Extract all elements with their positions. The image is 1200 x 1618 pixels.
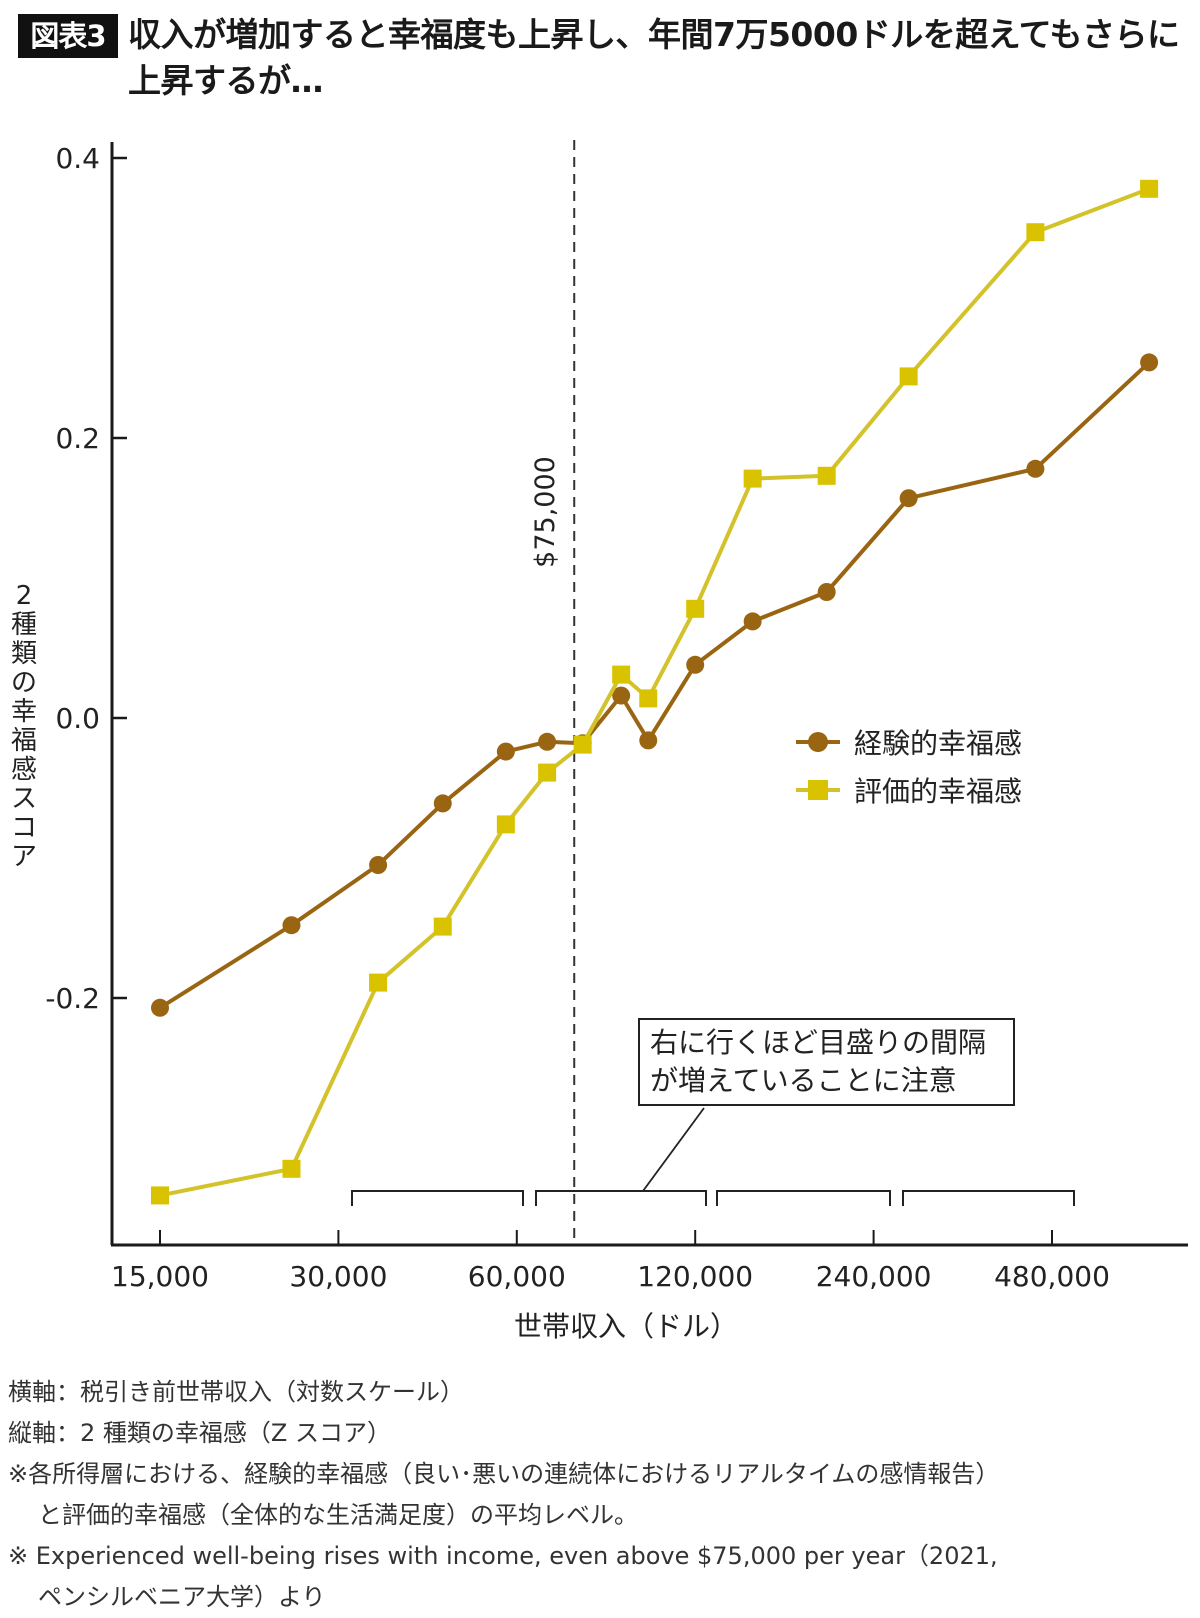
annotation-line-1: 右に行くほど目盛りの間隔 <box>650 1026 987 1059</box>
data-point-circle <box>433 794 452 813</box>
legend: 経験的幸福感 評価的幸福感 <box>796 718 1022 814</box>
data-point-circle <box>743 612 762 631</box>
square-marker-icon <box>796 780 840 800</box>
x-tick-label: 15,000 <box>111 1260 209 1293</box>
y-axis-label-char: コ <box>10 813 37 843</box>
y-axis-label-char: 2 <box>15 581 33 611</box>
x-axis-label: 世帯収入（ドル） <box>514 1310 738 1343</box>
data-point-circle <box>686 655 705 674</box>
x-tick-label: 120,000 <box>637 1260 753 1293</box>
series-evaluative <box>151 179 1159 1205</box>
scale-annotation-callout: 右に行くほど目盛りの間隔 が増えていることに注意 <box>638 1018 1015 1106</box>
note-y-axis: 縦軸：2 種類の幸福感（Z スコア） <box>8 1419 391 1447</box>
data-point-square <box>817 466 836 485</box>
axes: 0.4 0.2 0.0 -0.2 15,000 30,000 60,000 120,000 24… <box>45 142 1188 1343</box>
data-point-square <box>496 815 515 834</box>
y-axis-label-char: 感 <box>10 755 37 785</box>
data-point-square <box>612 665 631 684</box>
data-point-circle <box>538 732 557 751</box>
data-point-square <box>686 599 705 618</box>
y-tick-label: 0.0 <box>55 702 100 735</box>
y-tick-label: 0.4 <box>55 142 100 175</box>
data-point-square <box>433 917 452 936</box>
y-axis-label-char: 幸 <box>10 697 37 727</box>
x-tick-label: 60,000 <box>468 1260 566 1293</box>
data-point-circle <box>282 916 301 935</box>
data-point-square <box>151 1186 169 1205</box>
reference-label: $75,000 <box>530 456 561 568</box>
y-axis-label-char: の <box>10 668 37 698</box>
y-axis-label-char: ア <box>10 842 37 872</box>
bracket <box>351 1190 524 1206</box>
legend-item-experienced: 経験的幸福感 <box>796 718 1022 766</box>
note-description-cont: と評価的幸福感（全体的な生活満足度）の平均レベル。 <box>38 1501 638 1529</box>
bracket <box>716 1190 891 1206</box>
data-point-circle <box>369 856 388 874</box>
y-axis-label-char: 福 <box>10 726 37 756</box>
interval-brackets <box>351 1107 1075 1206</box>
data-series <box>151 179 1159 1205</box>
data-point-square <box>1140 179 1159 198</box>
data-point-circle <box>151 998 169 1017</box>
data-point-square <box>1026 223 1045 242</box>
note-source: ※ Experienced well-being rises with inco… <box>8 1542 998 1570</box>
data-point-circle <box>899 489 918 508</box>
bracket <box>902 1190 1075 1206</box>
data-point-square <box>369 973 388 992</box>
circle-marker-icon <box>796 732 840 752</box>
legend-label: 経験的幸福感 <box>854 727 1023 760</box>
data-point-circle <box>612 686 631 705</box>
reference-line-75000: $75,000 <box>530 140 576 1245</box>
note-source-cont: ペンシルベニア大学）より <box>38 1583 326 1611</box>
line-chart: 0.4 0.2 0.0 -0.2 15,000 30,000 60,000 120,000 24… <box>45 140 1188 1343</box>
x-tick-label: 30,000 <box>289 1260 387 1293</box>
annotation-line-2: が増えていることに注意 <box>650 1064 957 1097</box>
bracket <box>535 1190 707 1206</box>
x-tick-label: 480,000 <box>994 1260 1110 1293</box>
data-point-square <box>639 689 658 708</box>
chart-title: 収入が増加すると幸福度も上昇し、年間7万5000ドルを超えてもさらに上昇するが… <box>128 15 1180 100</box>
data-point-circle <box>1026 459 1045 478</box>
note-description: ※各所得層における、経験的幸福感（良い･悪いの連続体におけるリアルタイムの感情報… <box>8 1460 1000 1488</box>
legend-label: 評価的幸福感 <box>854 775 1023 808</box>
data-point-square <box>899 367 918 386</box>
figure-badge: 図表3 <box>18 14 118 58</box>
y-axis-label-char: 種 <box>10 610 37 640</box>
y-tick-label: -0.2 <box>45 982 100 1015</box>
chart-notes: 横軸：税引き前世帯収入（対数スケール） 縦軸：2 種類の幸福感（Z スコア） ※… <box>8 1372 1198 1618</box>
data-point-square <box>538 763 557 782</box>
note-x-axis: 横軸：税引き前世帯収入（対数スケール） <box>8 1378 464 1406</box>
y-tick-label: 0.2 <box>55 422 100 455</box>
data-point-circle <box>496 742 515 761</box>
y-axis-label-char: ス <box>10 784 37 814</box>
data-point-circle <box>817 583 836 601</box>
legend-item-evaluative: 評価的幸福感 <box>796 766 1022 814</box>
y-axis-label-char: 類 <box>10 639 37 669</box>
data-point-square <box>282 1159 301 1178</box>
data-point-square <box>573 735 592 754</box>
data-point-circle <box>639 731 658 750</box>
callout-leader-line <box>642 1107 705 1192</box>
data-point-circle <box>1140 353 1159 372</box>
x-tick-label: 240,000 <box>816 1260 932 1293</box>
data-point-square <box>743 469 762 488</box>
